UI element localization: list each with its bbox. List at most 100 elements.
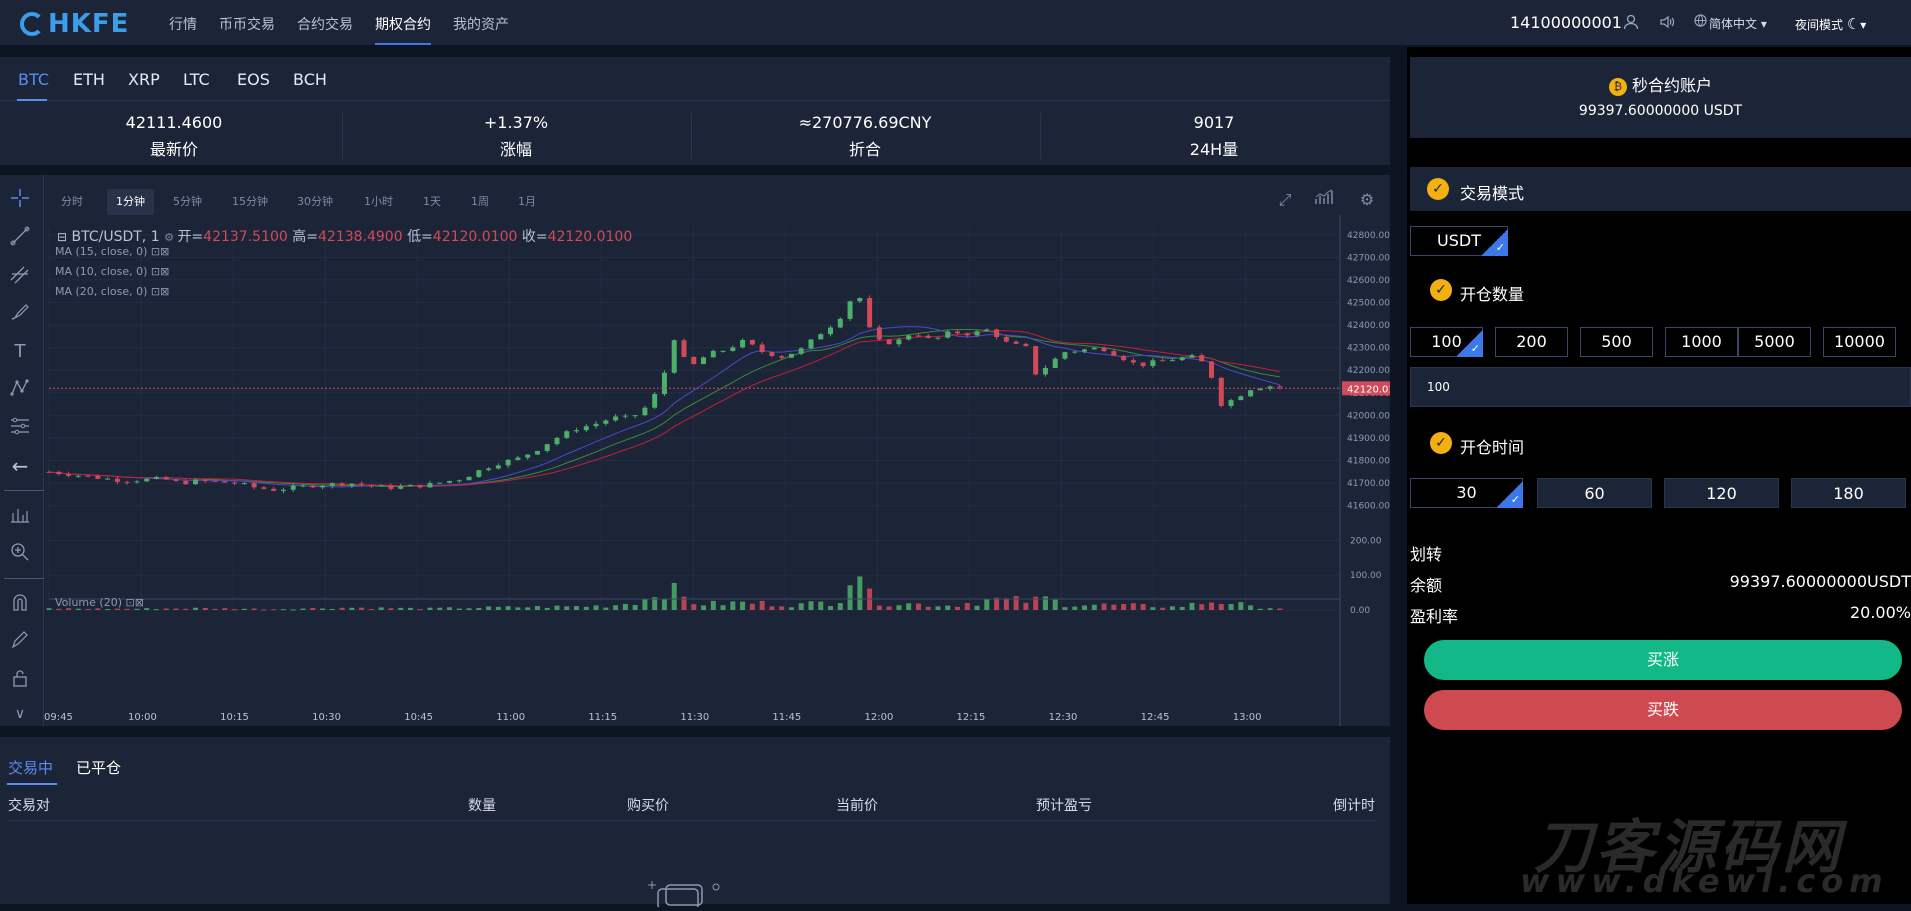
coin-tab-eos[interactable]: EOS <box>237 70 270 89</box>
qty-input[interactable]: 100 <box>1410 367 1911 407</box>
time-option-30[interactable]: 30 ✓ <box>1410 478 1523 508</box>
timeframe-1d[interactable]: 1天 <box>423 195 441 208</box>
qty-option-10000[interactable]: 10000 <box>1823 327 1896 357</box>
coin-tab-eth[interactable]: ETH <box>73 70 105 89</box>
candle-body <box>583 426 589 431</box>
zoom-icon[interactable] <box>7 541 33 567</box>
volume-tick-label: 0.00 <box>1350 606 1370 616</box>
nav-item-options[interactable]: 期权合约 <box>375 17 431 33</box>
balance-value: 99397.60000000USDT <box>1729 572 1911 591</box>
volume-bar <box>427 607 433 610</box>
volume-bar <box>759 600 765 610</box>
language-select[interactable]: 简体中文 ▾ <box>1709 15 1767 32</box>
qty-option-200[interactable]: 200 <box>1495 327 1568 357</box>
check-icon: ✓ <box>1510 493 1520 506</box>
candle-body <box>828 327 834 335</box>
candle-body <box>740 339 746 348</box>
chevron-down-icon[interactable]: ∨ <box>14 706 26 722</box>
nav-item-spot[interactable]: 币币交易 <box>219 17 275 33</box>
buy-up-button[interactable]: 买涨 <box>1424 640 1902 680</box>
crosshair-icon[interactable] <box>7 187 33 213</box>
settings-small-icon[interactable]: ⊡⊠ <box>150 245 170 258</box>
candle-body <box>359 483 365 485</box>
volume-bar <box>544 607 550 610</box>
chart-panel: T ← ∨ 分时 1分钟 5分钟 15分钟 30分钟 1小时 1天 1周 1月 … <box>0 175 1390 726</box>
trendline-icon[interactable] <box>7 225 33 251</box>
divider <box>691 113 692 159</box>
timeframe-1h[interactable]: 1小时 <box>364 195 393 208</box>
stat-label: 24H量 <box>1189 140 1239 159</box>
timeframe-1w[interactable]: 1周 <box>471 195 489 208</box>
volume-bar <box>1121 603 1127 610</box>
volume-bar <box>671 582 677 610</box>
timeframe-15m[interactable]: 15分钟 <box>232 195 268 208</box>
timeframe-line[interactable]: 分时 <box>61 195 83 208</box>
indicators-icon[interactable] <box>1313 189 1335 211</box>
user-icon[interactable] <box>1622 14 1640 32</box>
stat-value: ≈270776.69CNY <box>798 113 932 132</box>
qty-option-5000[interactable]: 5000 <box>1738 327 1811 357</box>
coin-tab-btc[interactable]: BTC <box>18 70 49 89</box>
tab-open-orders[interactable]: 交易中 <box>8 759 54 777</box>
volume-bar <box>95 608 101 610</box>
brush-icon[interactable] <box>7 301 33 327</box>
nav-item-assets[interactable]: 我的资产 <box>453 17 509 33</box>
price-axis: 42800.0000 42700.0000 42600.0000 42500.0000… <box>1347 231 1390 512</box>
ruler-icon[interactable] <box>7 503 33 529</box>
volume-bar <box>1082 605 1088 610</box>
qty-option-1000[interactable]: 1000 <box>1665 327 1738 357</box>
time-option-120[interactable]: 120 <box>1664 478 1779 508</box>
volume-bar <box>613 605 619 610</box>
volume-bar <box>652 597 658 610</box>
magnet-icon[interactable] <box>7 591 33 617</box>
lock-icon[interactable] <box>7 667 33 693</box>
candle-body <box>495 465 501 469</box>
settings-small-icon[interactable]: ⊡⊠ <box>150 285 170 298</box>
arrow-left-icon[interactable]: ← <box>11 454 29 478</box>
gear-icon[interactable]: ⚙ <box>1359 190 1375 209</box>
candles <box>46 295 1283 494</box>
stat-cny: ≈270776.69CNY 折合 <box>691 113 1039 159</box>
settings-small-icon[interactable]: ⚙ <box>164 231 178 244</box>
settings-small-icon[interactable]: ⊡⊠ <box>150 265 170 278</box>
night-mode-toggle[interactable]: 夜间模式 ☾▾ <box>1795 15 1866 33</box>
nav-item-contract[interactable]: 合约交易 <box>297 17 353 33</box>
mode-option-usdt[interactable]: USDT ✓ <box>1410 226 1508 256</box>
logo[interactable]: HKFE <box>20 9 129 39</box>
price-chart[interactable]: 42800.0000 42700.0000 42600.0000 42500.0000… <box>44 215 1390 726</box>
candle-body <box>1140 362 1146 366</box>
stat-value: 9017 <box>1193 113 1235 132</box>
tab-closed-orders[interactable]: 已平仓 <box>76 759 122 777</box>
x-tick-label: 11:45 <box>772 712 801 723</box>
time-option-60[interactable]: 60 <box>1537 478 1652 508</box>
pattern-icon[interactable] <box>7 377 33 403</box>
collapse-icon[interactable]: ⊟ <box>57 230 68 244</box>
coin-tab-ltc[interactable]: LTC <box>183 70 210 89</box>
measure-icon[interactable] <box>7 415 33 441</box>
candle-body <box>671 340 677 373</box>
user-id[interactable]: 14100000001 <box>1510 13 1622 32</box>
speaker-icon[interactable] <box>1658 14 1676 32</box>
nav-item-market[interactable]: 行情 <box>169 17 197 33</box>
pencil-lock-icon[interactable] <box>7 629 33 655</box>
transfer-link[interactable]: 划转 <box>1410 545 1443 564</box>
settings-small-icon[interactable]: ⊡⊠ <box>125 596 144 609</box>
timeframe-30m[interactable]: 30分钟 <box>297 195 333 208</box>
svg-text:+: + <box>647 878 657 892</box>
buy-down-button[interactable]: 买跌 <box>1424 690 1902 730</box>
coin-tab-bch[interactable]: BCH <box>293 70 327 89</box>
qty-option-100[interactable]: 100 ✓ <box>1410 327 1483 357</box>
fib-icon[interactable] <box>7 263 33 289</box>
timeframe-1m[interactable]: 1分钟 <box>107 189 154 215</box>
candle-body <box>593 423 599 427</box>
timeframe-1mo[interactable]: 1月 <box>518 195 536 208</box>
timeframe-5m[interactable]: 5分钟 <box>173 195 202 208</box>
qty-option-500[interactable]: 500 <box>1580 327 1653 357</box>
time-option-180[interactable]: 180 <box>1791 478 1906 508</box>
coin-tab-xrp[interactable]: XRP <box>128 70 160 89</box>
volume-bar <box>896 605 902 610</box>
orders-tab-indicator <box>7 783 57 785</box>
fullscreen-icon[interactable]: ⤢ <box>1278 190 1292 209</box>
volume-bar <box>964 603 970 610</box>
text-icon[interactable]: T <box>14 341 26 362</box>
